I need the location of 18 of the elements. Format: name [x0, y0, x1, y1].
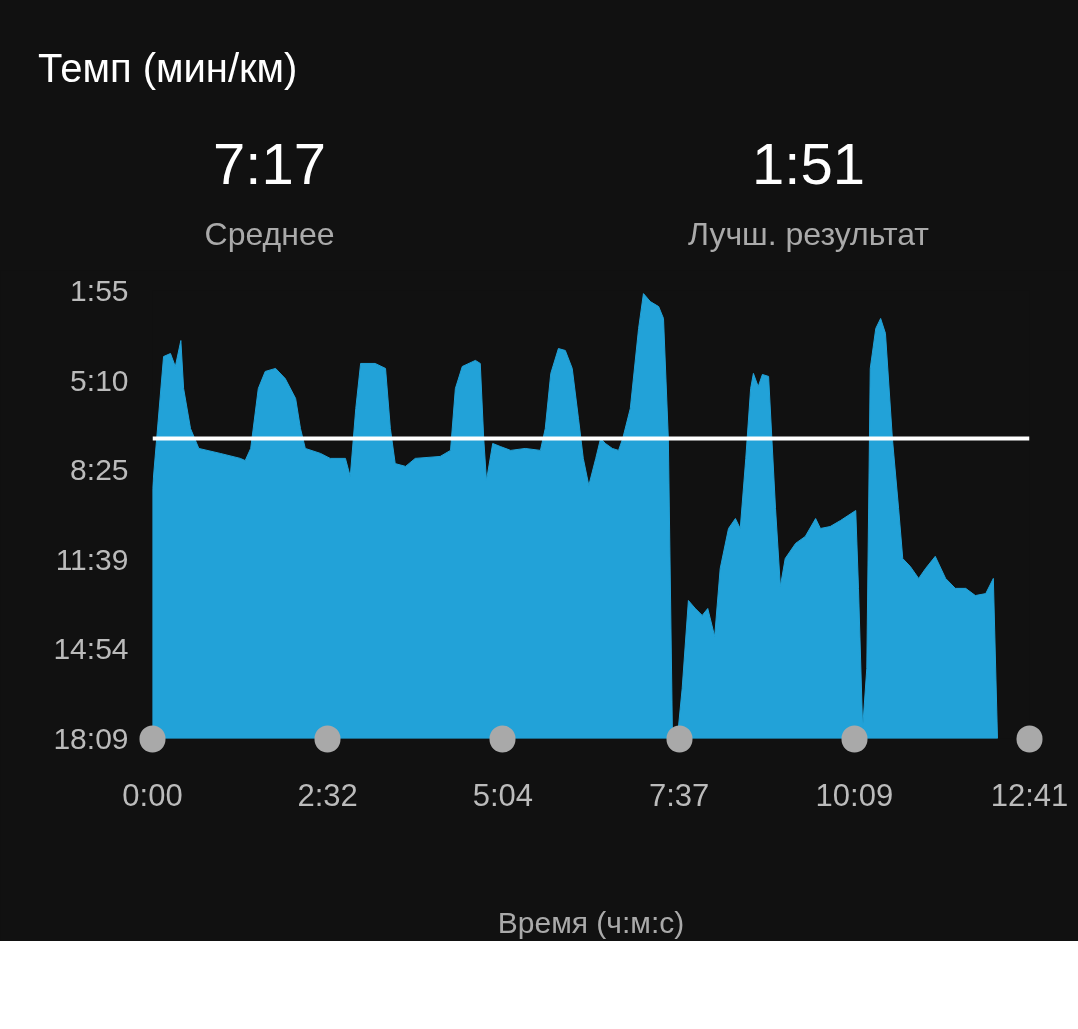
text: 1:51	[751, 130, 866, 199]
x-tick-label: 0:00	[122, 777, 183, 813]
text: Среднее	[203, 215, 336, 254]
x-tick-label: 10:09	[815, 777, 894, 813]
text: 7:17	[212, 130, 327, 199]
x-tick-label: 12:41	[990, 777, 1069, 813]
y-tick-label: 18:09	[53, 722, 129, 755]
x-tick-label: 5:04	[472, 777, 534, 813]
y-tick-label: 14:54	[53, 632, 129, 666]
y-tick-label: 1:55	[70, 274, 129, 307]
text: Лучш. результат	[687, 215, 930, 254]
x-tick-label: 7:37	[649, 777, 710, 813]
y-tick-label: 11:39	[55, 542, 129, 576]
y-tick-label: 5:10	[70, 363, 129, 397]
y-tick-label: 8:25	[70, 453, 129, 487]
x-axis-title: Время (ч:м:с)	[497, 905, 685, 939]
chart-title: Темп (мин/км)	[38, 45, 299, 92]
x-tick-label: 2:32	[297, 777, 358, 813]
